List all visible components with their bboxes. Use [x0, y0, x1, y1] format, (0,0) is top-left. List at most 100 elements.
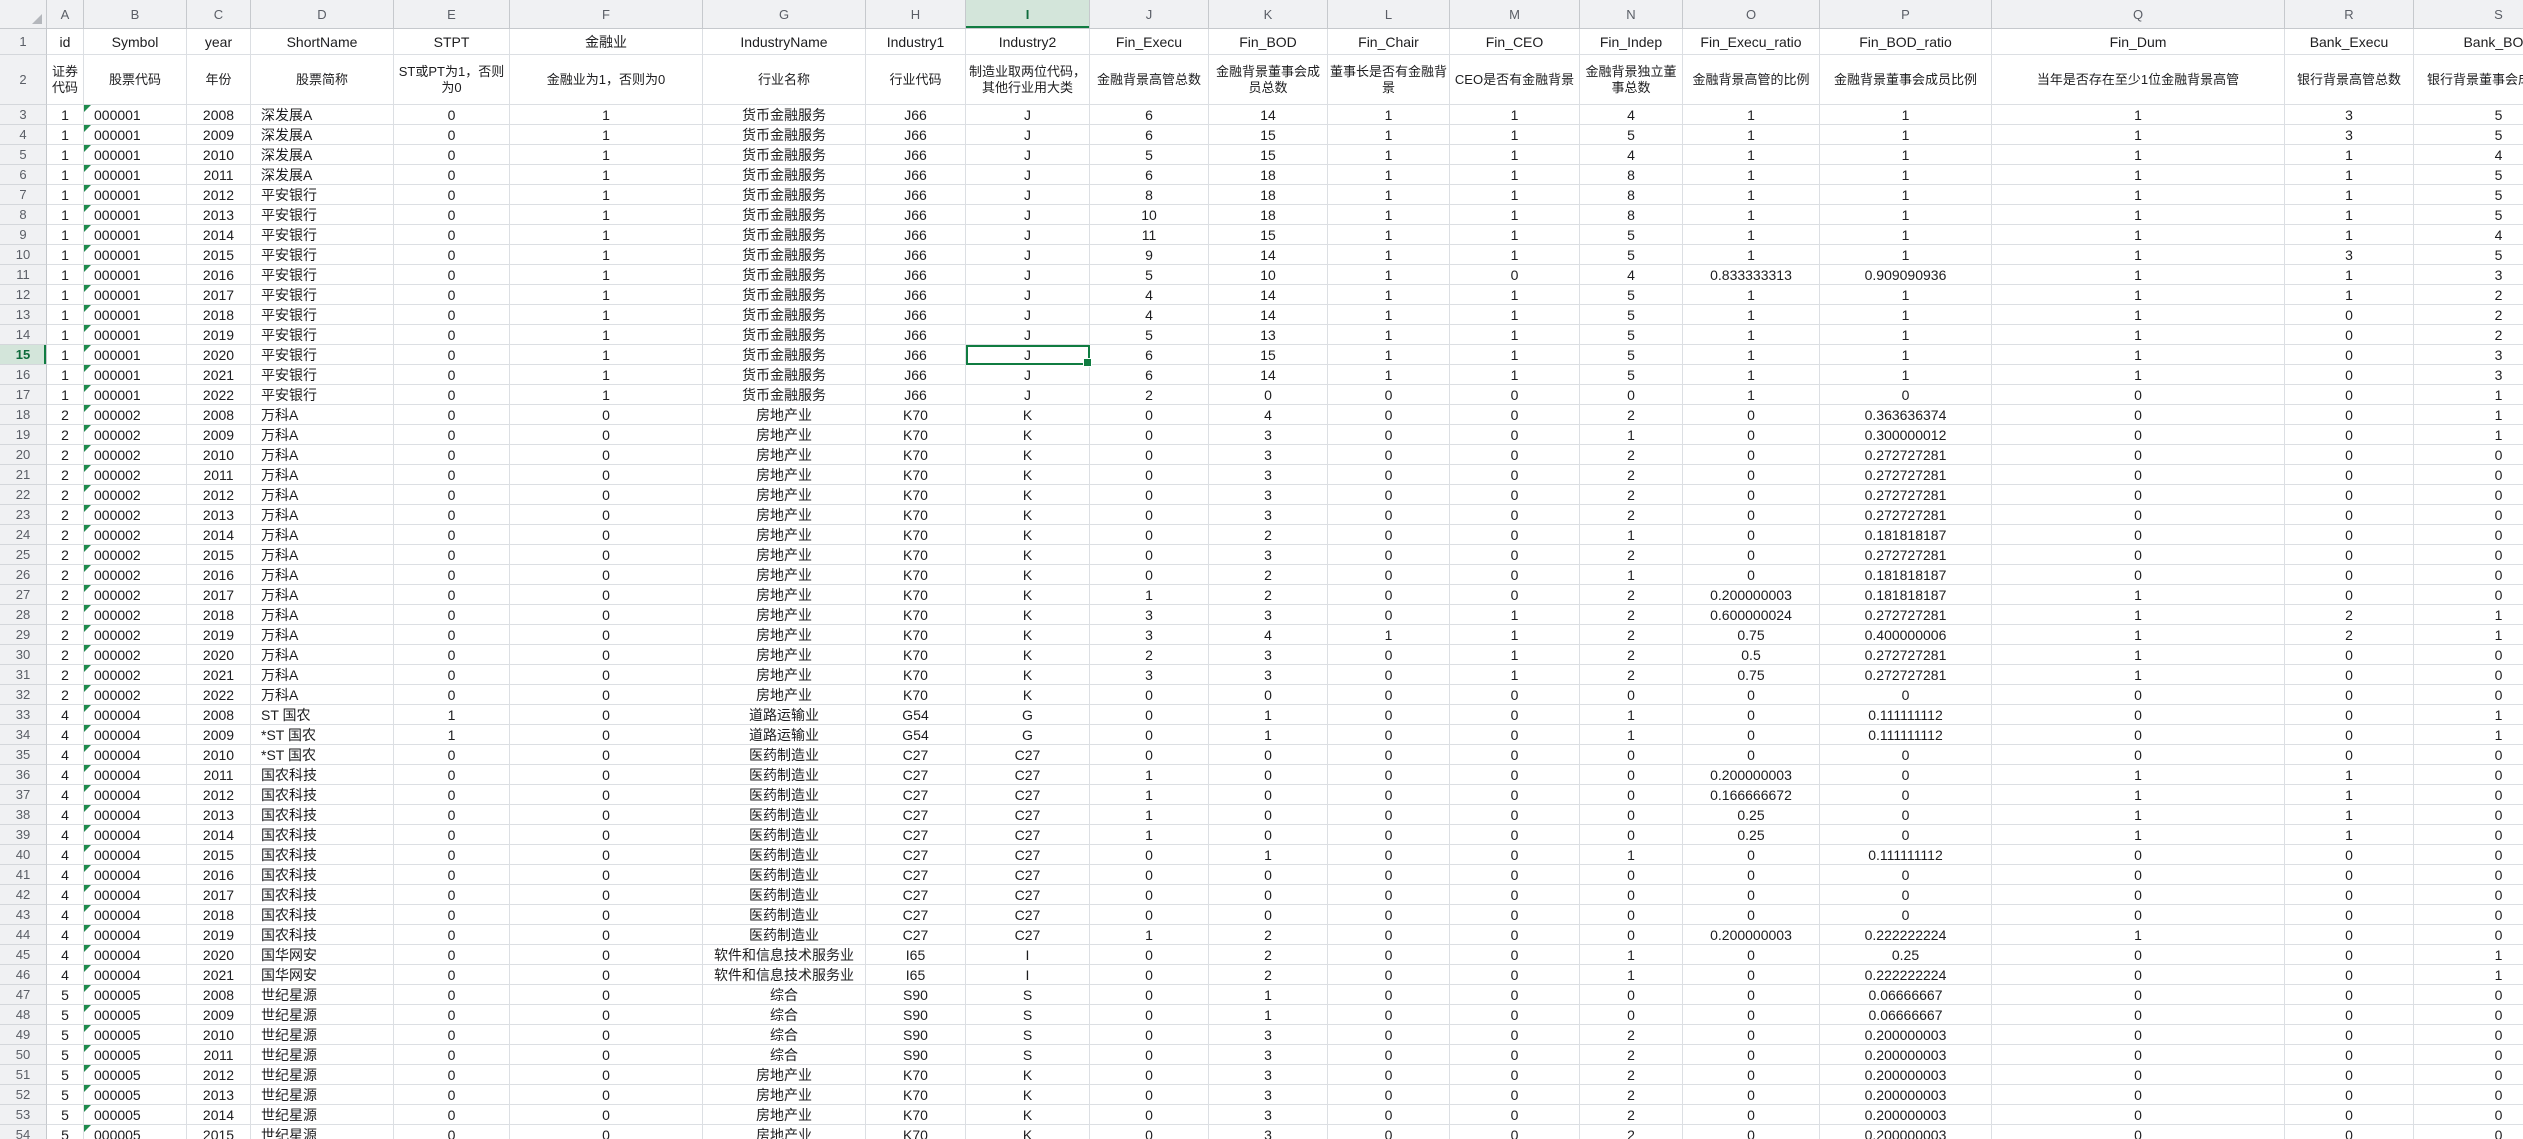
column-header-G[interactable]: G	[703, 0, 866, 28]
cell-D51[interactable]: 世纪星源	[251, 1065, 394, 1085]
cell-A37[interactable]: 4	[47, 785, 84, 805]
cell-J19[interactable]: 0	[1090, 425, 1209, 445]
cell-N26[interactable]: 1	[1580, 565, 1683, 585]
cell-E32[interactable]: 0	[394, 685, 510, 705]
cell-F51[interactable]: 0	[510, 1065, 703, 1085]
cell-L35[interactable]: 0	[1328, 745, 1450, 765]
cell-J25[interactable]: 0	[1090, 545, 1209, 565]
cell-G15[interactable]: 货币金融服务	[703, 345, 866, 365]
cell-M36[interactable]: 0	[1450, 765, 1580, 785]
cell-A32[interactable]: 2	[47, 685, 84, 705]
cell-G2[interactable]: 行业名称	[703, 55, 866, 105]
cell-P1[interactable]: Fin_BOD_ratio	[1820, 29, 1992, 55]
cell-O29[interactable]: 0.75	[1683, 625, 1820, 645]
cell-J49[interactable]: 0	[1090, 1025, 1209, 1045]
cell-B1[interactable]: Symbol	[84, 29, 187, 55]
cell-A3[interactable]: 1	[47, 105, 84, 125]
row-header-15[interactable]: 15	[0, 345, 47, 365]
row-header-28[interactable]: 28	[0, 605, 47, 625]
cell-F7[interactable]: 1	[510, 185, 703, 205]
row-header-40[interactable]: 40	[0, 845, 47, 865]
cell-A1[interactable]: id	[47, 29, 84, 55]
cell-G48[interactable]: 综合	[703, 1005, 866, 1025]
cell-C11[interactable]: 2016	[187, 265, 251, 285]
cell-I4[interactable]: J	[966, 125, 1090, 145]
cell-H42[interactable]: C27	[866, 885, 966, 905]
cell-E7[interactable]: 0	[394, 185, 510, 205]
cell-P51[interactable]: 0.200000003	[1820, 1065, 1992, 1085]
row-header-51[interactable]: 51	[0, 1065, 47, 1085]
cell-H51[interactable]: K70	[866, 1065, 966, 1085]
cell-M37[interactable]: 0	[1450, 785, 1580, 805]
cell-K41[interactable]: 0	[1209, 865, 1328, 885]
cell-N2[interactable]: 金融背景独立董事总数	[1580, 55, 1683, 105]
cell-P2[interactable]: 金融背景董事会成员比例	[1820, 55, 1992, 105]
cell-L48[interactable]: 0	[1328, 1005, 1450, 1025]
cell-M52[interactable]: 0	[1450, 1085, 1580, 1105]
cell-K36[interactable]: 0	[1209, 765, 1328, 785]
cell-H16[interactable]: J66	[866, 365, 966, 385]
cell-R4[interactable]: 3	[2285, 125, 2414, 145]
cell-M12[interactable]: 1	[1450, 285, 1580, 305]
cell-P34[interactable]: 0.111111112	[1820, 725, 1992, 745]
cell-G5[interactable]: 货币金融服务	[703, 145, 866, 165]
cell-G7[interactable]: 货币金融服务	[703, 185, 866, 205]
cell-N44[interactable]: 0	[1580, 925, 1683, 945]
cell-R29[interactable]: 2	[2285, 625, 2414, 645]
cell-Q29[interactable]: 1	[1992, 625, 2285, 645]
cell-B44[interactable]: 000004	[84, 925, 187, 945]
cell-I50[interactable]: S	[966, 1045, 1090, 1065]
cell-F47[interactable]: 0	[510, 985, 703, 1005]
cell-J14[interactable]: 5	[1090, 325, 1209, 345]
cell-C26[interactable]: 2016	[187, 565, 251, 585]
cell-J2[interactable]: 金融背景高管总数	[1090, 55, 1209, 105]
cell-J46[interactable]: 0	[1090, 965, 1209, 985]
cell-A53[interactable]: 5	[47, 1105, 84, 1125]
cell-K46[interactable]: 2	[1209, 965, 1328, 985]
cell-M44[interactable]: 0	[1450, 925, 1580, 945]
cell-K3[interactable]: 14	[1209, 105, 1328, 125]
row-header-37[interactable]: 37	[0, 785, 47, 805]
cell-L43[interactable]: 0	[1328, 905, 1450, 925]
cell-N29[interactable]: 2	[1580, 625, 1683, 645]
cell-E46[interactable]: 0	[394, 965, 510, 985]
cell-N19[interactable]: 1	[1580, 425, 1683, 445]
cell-R50[interactable]: 0	[2285, 1045, 2414, 1065]
cell-F37[interactable]: 0	[510, 785, 703, 805]
cell-P16[interactable]: 1	[1820, 365, 1992, 385]
cell-N37[interactable]: 0	[1580, 785, 1683, 805]
cell-Q17[interactable]: 0	[1992, 385, 2285, 405]
cell-S15[interactable]: 3	[2414, 345, 2523, 365]
cell-N7[interactable]: 8	[1580, 185, 1683, 205]
cell-C21[interactable]: 2011	[187, 465, 251, 485]
cell-B15[interactable]: 000001	[84, 345, 187, 365]
cell-Q1[interactable]: Fin_Dum	[1992, 29, 2285, 55]
column-header-B[interactable]: B	[84, 0, 187, 28]
row-header-36[interactable]: 36	[0, 765, 47, 785]
cell-E50[interactable]: 0	[394, 1045, 510, 1065]
cell-D37[interactable]: 国农科技	[251, 785, 394, 805]
cell-P38[interactable]: 0	[1820, 805, 1992, 825]
cell-M25[interactable]: 0	[1450, 545, 1580, 565]
cell-O31[interactable]: 0.75	[1683, 665, 1820, 685]
cell-O34[interactable]: 0	[1683, 725, 1820, 745]
cell-C44[interactable]: 2019	[187, 925, 251, 945]
cell-J39[interactable]: 1	[1090, 825, 1209, 845]
cell-A8[interactable]: 1	[47, 205, 84, 225]
cell-N52[interactable]: 2	[1580, 1085, 1683, 1105]
cell-C13[interactable]: 2018	[187, 305, 251, 325]
cell-K48[interactable]: 1	[1209, 1005, 1328, 1025]
cell-E12[interactable]: 0	[394, 285, 510, 305]
cell-K2[interactable]: 金融背景董事会成员总数	[1209, 55, 1328, 105]
cell-E53[interactable]: 0	[394, 1105, 510, 1125]
cell-P42[interactable]: 0	[1820, 885, 1992, 905]
cell-R25[interactable]: 0	[2285, 545, 2414, 565]
cell-K53[interactable]: 3	[1209, 1105, 1328, 1125]
cell-I49[interactable]: S	[966, 1025, 1090, 1045]
cell-S22[interactable]: 0	[2414, 485, 2523, 505]
cell-D9[interactable]: 平安银行	[251, 225, 394, 245]
cell-G27[interactable]: 房地产业	[703, 585, 866, 605]
row-header-31[interactable]: 31	[0, 665, 47, 685]
cell-N53[interactable]: 2	[1580, 1105, 1683, 1125]
cell-O5[interactable]: 1	[1683, 145, 1820, 165]
